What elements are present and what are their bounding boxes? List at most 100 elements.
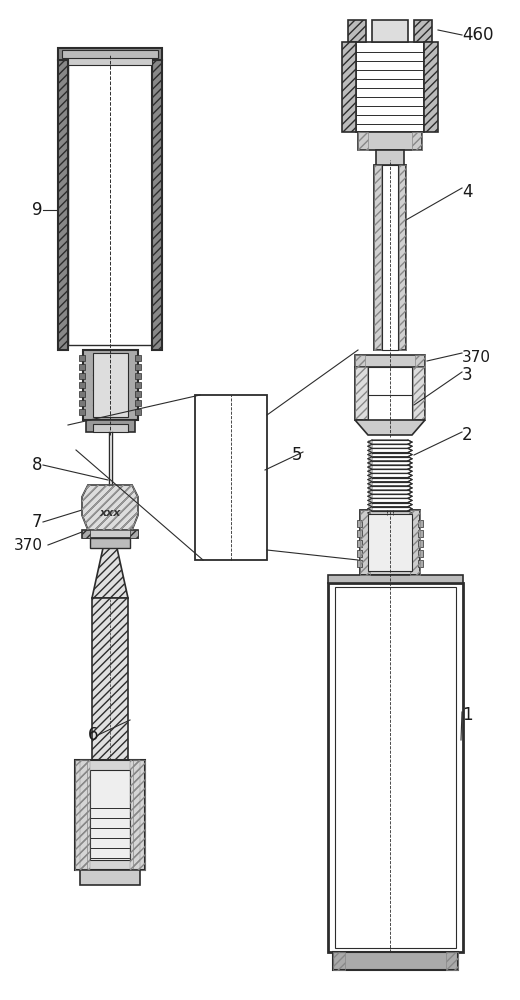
Text: 6: 6 (88, 726, 98, 744)
Bar (328, 583, 463, 952)
Bar (68, 60, 152, 345)
Bar (93, 424, 128, 432)
Bar (368, 444, 373, 448)
Polygon shape (368, 511, 412, 515)
Bar (360, 510, 420, 575)
Bar (415, 355, 425, 367)
Bar (356, 42, 424, 132)
Text: 460: 460 (462, 26, 493, 44)
Bar (355, 355, 365, 367)
Bar (90, 538, 130, 548)
Bar (418, 520, 423, 527)
Bar (368, 478, 373, 482)
Bar (135, 364, 141, 370)
Bar (372, 20, 408, 42)
Bar (86, 420, 135, 432)
Bar (368, 486, 373, 490)
Bar (418, 530, 423, 537)
Bar (374, 165, 406, 350)
Bar (368, 452, 373, 457)
Bar (358, 132, 422, 150)
Bar (414, 20, 432, 42)
Bar (357, 530, 362, 537)
Bar (135, 382, 141, 388)
Bar (92, 598, 128, 760)
Bar (135, 391, 141, 397)
Polygon shape (368, 498, 412, 502)
Text: 8: 8 (32, 456, 43, 474)
Bar (333, 952, 345, 970)
Bar (93, 353, 128, 417)
Bar (357, 540, 362, 547)
Bar (58, 48, 162, 60)
Bar (82, 530, 138, 538)
Bar (62, 50, 158, 58)
Bar (368, 507, 373, 511)
Text: 7: 7 (32, 513, 43, 531)
Bar (135, 409, 141, 415)
Bar (368, 457, 373, 461)
Bar (418, 560, 423, 567)
Polygon shape (368, 482, 412, 486)
Bar (368, 482, 373, 486)
Bar (368, 514, 412, 571)
Bar (80, 870, 140, 885)
Text: 9: 9 (32, 201, 43, 219)
Polygon shape (368, 448, 412, 452)
Bar (79, 373, 85, 379)
Bar (368, 490, 373, 494)
Bar (368, 465, 373, 469)
Bar (68, 55, 152, 65)
Text: 5: 5 (292, 446, 303, 464)
Bar (130, 760, 140, 870)
Bar (424, 42, 438, 132)
Polygon shape (368, 469, 412, 473)
Polygon shape (368, 507, 412, 511)
Bar (79, 364, 85, 370)
Bar (358, 132, 368, 150)
Bar (418, 550, 423, 557)
Bar (412, 132, 422, 150)
Polygon shape (355, 420, 425, 435)
Bar (75, 760, 145, 870)
Bar (357, 520, 362, 527)
Polygon shape (368, 502, 412, 507)
Bar (335, 587, 456, 948)
Polygon shape (368, 465, 412, 469)
Bar (83, 350, 138, 420)
Bar (342, 42, 356, 132)
Bar (333, 952, 458, 970)
Polygon shape (368, 444, 412, 448)
Bar (418, 540, 423, 547)
Bar (135, 373, 141, 379)
Bar (80, 760, 90, 870)
Bar (368, 511, 373, 515)
Text: 370: 370 (462, 350, 491, 364)
Polygon shape (368, 486, 412, 490)
Bar (368, 461, 373, 465)
Bar (399, 165, 406, 350)
Bar (135, 355, 141, 361)
Polygon shape (368, 490, 412, 494)
Polygon shape (368, 494, 412, 498)
Bar (355, 355, 425, 367)
Bar (368, 502, 373, 507)
Bar (368, 494, 373, 498)
Bar (355, 367, 425, 420)
Bar (58, 60, 68, 350)
Bar (368, 473, 373, 478)
Bar (413, 367, 425, 420)
Bar (195, 395, 267, 560)
Bar (90, 770, 130, 860)
Bar (355, 367, 367, 420)
Polygon shape (368, 452, 412, 457)
Bar (446, 952, 458, 970)
Polygon shape (92, 548, 128, 598)
Bar (357, 550, 362, 557)
Polygon shape (368, 473, 412, 478)
Bar (374, 165, 381, 350)
Bar (133, 760, 145, 870)
Bar (130, 530, 138, 538)
Text: 370: 370 (14, 538, 43, 552)
Text: 3: 3 (462, 366, 473, 384)
